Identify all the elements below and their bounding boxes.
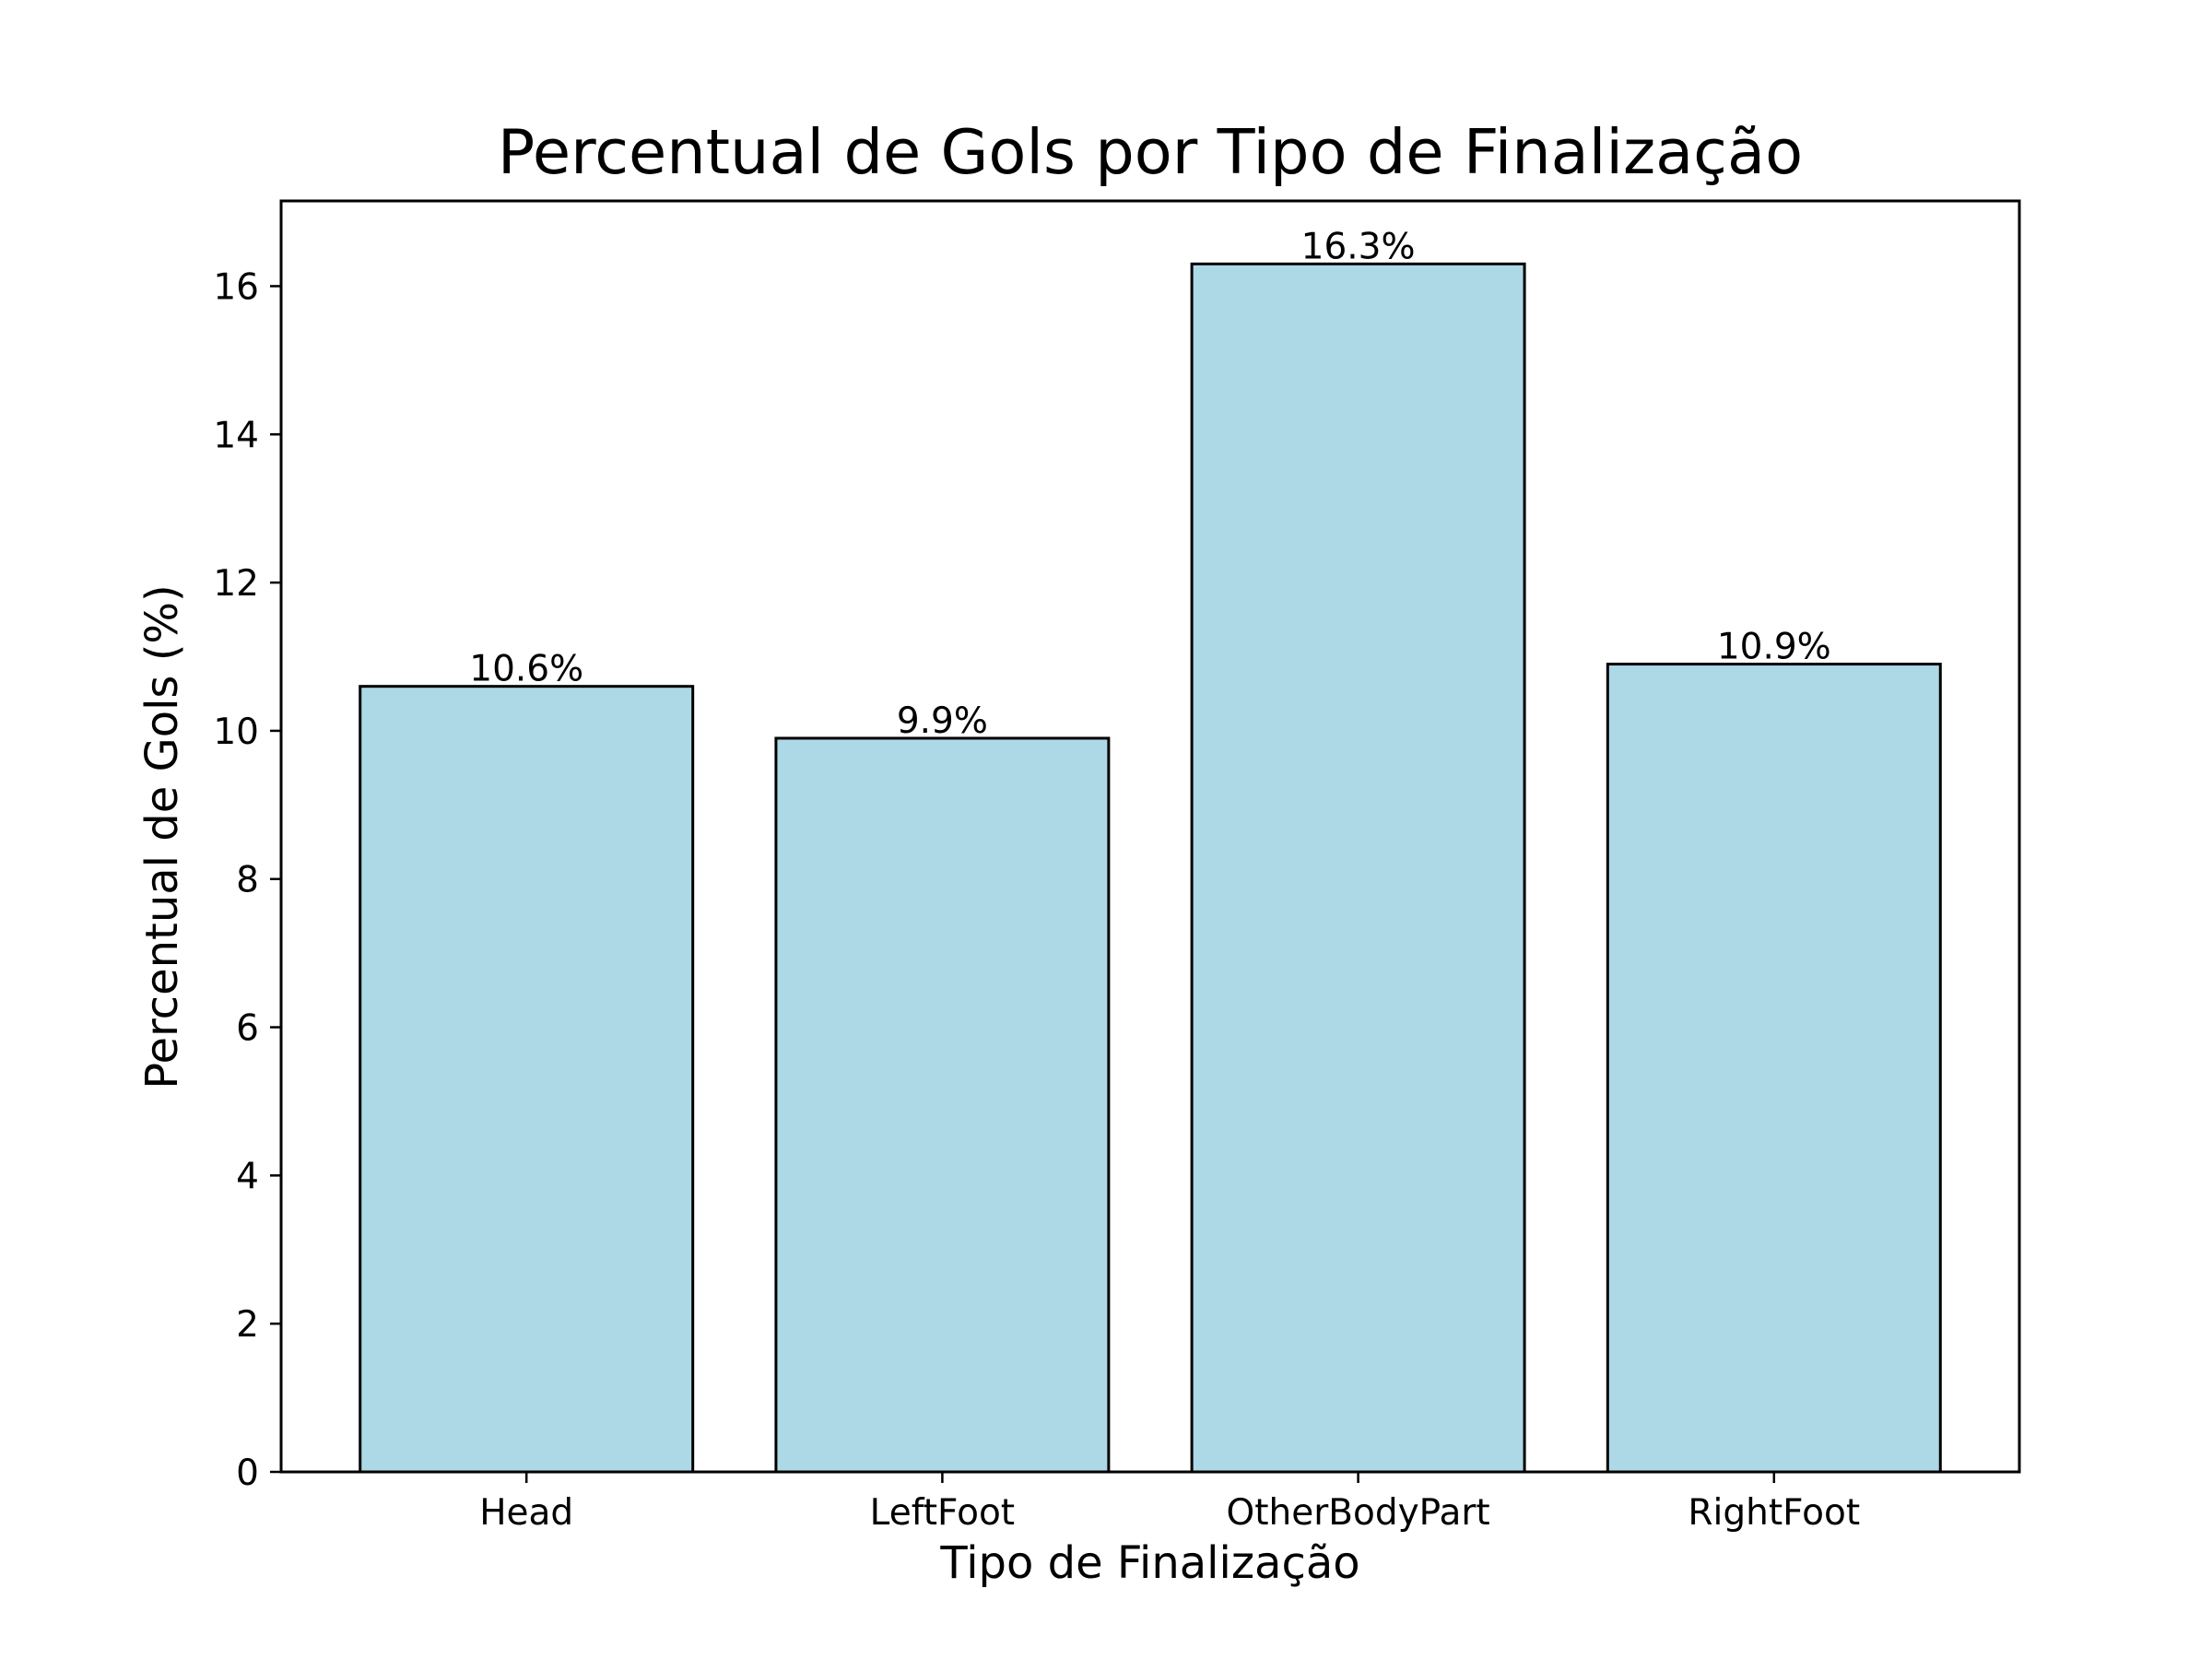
x-axis-label: Tipo de Finalização bbox=[939, 1537, 1359, 1589]
x-tick-label: Head bbox=[479, 1492, 573, 1534]
bar-rightfoot bbox=[1606, 663, 1942, 1474]
y-tick-label: 12 bbox=[213, 563, 259, 605]
x-tick-label: OtherBodyPart bbox=[1227, 1492, 1490, 1534]
y-axis-label: Percentual de Gols (%) bbox=[136, 584, 188, 1089]
x-tick-label: LeftFoot bbox=[870, 1492, 1015, 1534]
plot-frame bbox=[279, 199, 2021, 1474]
x-tick-label: RightFoot bbox=[1688, 1492, 1860, 1534]
ticks-layer: Head LeftFoot OtherBodyPart RightFoot 0 2 4 6 8 1… bbox=[213, 266, 1860, 1534]
y-tick-label: 2 bbox=[236, 1304, 259, 1346]
bar-leftfoot bbox=[774, 736, 1111, 1474]
bar-value-label: 9.9% bbox=[897, 700, 988, 742]
y-tick-label: 8 bbox=[236, 860, 259, 901]
y-tick-label: 0 bbox=[236, 1453, 259, 1494]
y-tick-label: 10 bbox=[213, 712, 259, 753]
y-tick-label: 14 bbox=[213, 415, 259, 456]
bar-otherbodypart bbox=[1190, 262, 1526, 1474]
bar-value-label: 16.3% bbox=[1301, 226, 1416, 267]
bar-value-label: 10.6% bbox=[469, 649, 583, 690]
bar-value-label: 10.9% bbox=[1717, 627, 1831, 668]
chart-title: Percentual de Gols por Tipo de Finalizaç… bbox=[498, 116, 1803, 188]
y-tick-label: 4 bbox=[236, 1156, 259, 1197]
y-tick-label: 16 bbox=[213, 266, 259, 308]
bar-head bbox=[359, 685, 695, 1474]
y-tick-label: 6 bbox=[236, 1008, 259, 1050]
bars-layer: 10.6% 9.9% 16.3% 10.9% bbox=[359, 226, 1942, 1474]
